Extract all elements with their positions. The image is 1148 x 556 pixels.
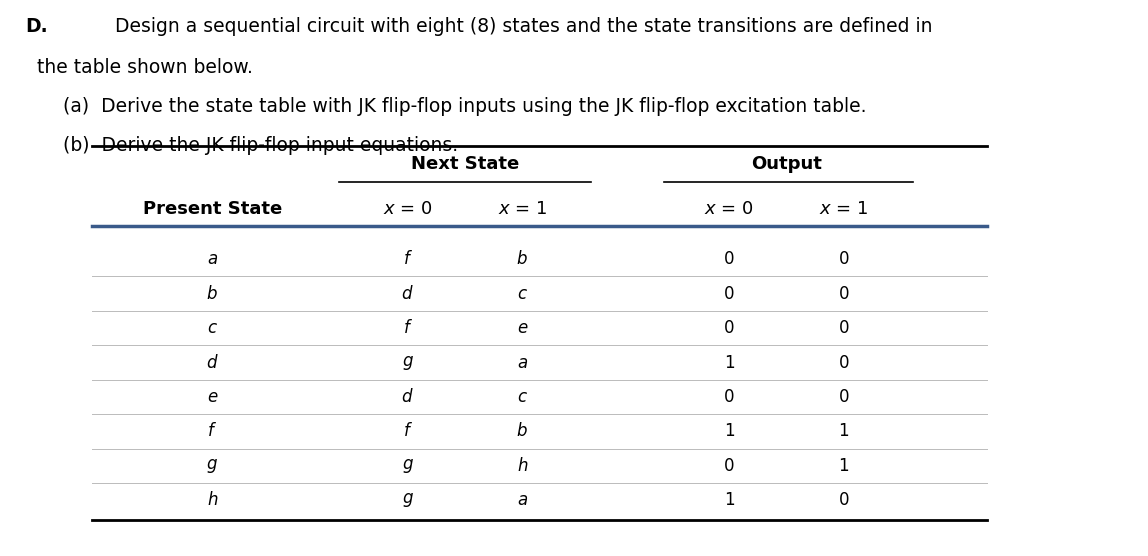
Text: $\mathit{h}$: $\mathit{h}$ (207, 492, 218, 509)
Text: $\mathit{c}$: $\mathit{c}$ (517, 285, 528, 302)
Text: 0: 0 (723, 285, 735, 302)
Text: 0: 0 (838, 354, 850, 371)
Text: $\mathit{f}$: $\mathit{f}$ (208, 423, 217, 440)
Text: $\mathit{g}$: $\mathit{g}$ (402, 492, 413, 509)
Text: $\mathit{e}$: $\mathit{e}$ (517, 319, 528, 337)
Text: $\mathit{a}$: $\mathit{a}$ (517, 492, 528, 509)
Text: $\mathit{b}$: $\mathit{b}$ (207, 285, 218, 302)
Text: $\mathit{d}$: $\mathit{d}$ (207, 354, 218, 371)
Text: (b)  Derive the JK flip-flop input equations.: (b) Derive the JK flip-flop input equati… (63, 136, 458, 155)
Text: $\mathit{x}$ = 1: $\mathit{x}$ = 1 (497, 200, 548, 217)
Text: $\mathit{f}$: $\mathit{f}$ (403, 423, 412, 440)
Text: 0: 0 (838, 388, 850, 406)
Text: $\mathit{e}$: $\mathit{e}$ (207, 388, 218, 406)
Text: $\mathit{a}$: $\mathit{a}$ (207, 250, 218, 267)
Text: Next State: Next State (411, 155, 519, 173)
Text: $\mathit{g}$: $\mathit{g}$ (402, 354, 413, 371)
Text: Design a sequential circuit with eight (8) states and the state transitions are : Design a sequential circuit with eight (… (115, 17, 932, 36)
Text: 0: 0 (723, 457, 735, 475)
Text: $\mathit{d}$: $\mathit{d}$ (402, 388, 413, 406)
Text: $\mathit{f}$: $\mathit{f}$ (403, 319, 412, 337)
Text: (a)  Derive the state table with JK flip-flop inputs using the JK flip-flop exci: (a) Derive the state table with JK flip-… (63, 97, 867, 116)
Text: $\mathit{x}$ = 0: $\mathit{x}$ = 0 (704, 200, 754, 217)
Text: $\mathit{g}$: $\mathit{g}$ (402, 457, 413, 475)
Text: 0: 0 (723, 388, 735, 406)
Text: Present State: Present State (142, 200, 282, 217)
Text: D.: D. (25, 17, 48, 36)
Text: $\mathit{x}$ = 0: $\mathit{x}$ = 0 (382, 200, 433, 217)
Text: 0: 0 (723, 250, 735, 267)
Text: $\mathit{g}$: $\mathit{g}$ (207, 457, 218, 475)
Text: 0: 0 (723, 319, 735, 337)
Text: 0: 0 (838, 250, 850, 267)
Text: 1: 1 (723, 423, 735, 440)
Text: 0: 0 (838, 492, 850, 509)
Text: 1: 1 (723, 492, 735, 509)
Text: 1: 1 (723, 354, 735, 371)
Text: 1: 1 (838, 457, 850, 475)
Text: $\mathit{h}$: $\mathit{h}$ (517, 457, 528, 475)
Text: $\mathit{b}$: $\mathit{b}$ (517, 250, 528, 267)
Text: $\mathit{b}$: $\mathit{b}$ (517, 423, 528, 440)
Text: $\mathit{f}$: $\mathit{f}$ (403, 250, 412, 267)
Text: $\mathit{d}$: $\mathit{d}$ (402, 285, 413, 302)
Text: $\mathit{c}$: $\mathit{c}$ (207, 319, 218, 337)
Text: 1: 1 (838, 423, 850, 440)
Text: $\mathit{a}$: $\mathit{a}$ (517, 354, 528, 371)
Text: Output: Output (751, 155, 822, 173)
Text: $\mathit{x}$ = 1: $\mathit{x}$ = 1 (819, 200, 869, 217)
Text: the table shown below.: the table shown below. (37, 58, 253, 77)
Text: 0: 0 (838, 285, 850, 302)
Text: $\mathit{c}$: $\mathit{c}$ (517, 388, 528, 406)
Text: 0: 0 (838, 319, 850, 337)
